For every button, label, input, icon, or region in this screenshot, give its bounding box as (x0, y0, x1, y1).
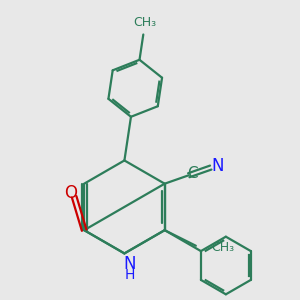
Text: CH₃: CH₃ (211, 241, 234, 254)
Text: N: N (123, 255, 136, 273)
Text: CH₃: CH₃ (134, 16, 157, 28)
Text: H: H (124, 268, 135, 282)
Text: N: N (211, 157, 224, 175)
Text: O: O (64, 184, 77, 202)
Text: C: C (187, 166, 197, 181)
